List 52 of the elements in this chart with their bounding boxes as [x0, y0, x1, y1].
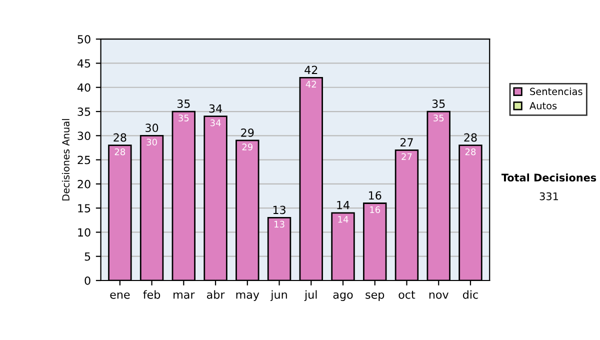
data-label: 16	[370, 206, 380, 214]
total-label: 28	[464, 133, 477, 142]
x-tick-label: abr	[206, 290, 225, 299]
x-tick-label: nov	[429, 292, 448, 299]
x-tick-label: ene	[110, 292, 130, 299]
total-label: 27	[400, 138, 413, 146]
total-label: 16	[369, 191, 382, 200]
y-tick-label: 50	[78, 35, 90, 44]
x-tick-label: feb	[143, 290, 160, 299]
y-tick-label: 30	[78, 132, 90, 140]
total-label: 13	[273, 206, 286, 214]
x-tick-label: sep	[366, 292, 384, 301]
y-tick-label: 0	[84, 276, 90, 285]
data-label: 28	[465, 148, 476, 156]
text: 331	[540, 192, 558, 200]
data-label: 35	[178, 114, 189, 122]
data-label: 42	[306, 80, 316, 88]
text: Total Decisiones	[501, 173, 596, 182]
total-label: 42	[304, 66, 318, 74]
x-tick-label: oct	[398, 290, 416, 299]
x-tick-label: may	[236, 292, 260, 301]
x-tick-label: jun	[270, 290, 287, 301]
data-label: 28	[114, 148, 126, 156]
x-tick-label: jul	[304, 290, 317, 301]
data-label: 35	[434, 114, 444, 122]
y-tick-label: 35	[78, 107, 90, 116]
total-label: 35	[177, 100, 190, 108]
total-label: 30	[146, 124, 158, 132]
y-axis-title: Decisiones Anual	[62, 119, 70, 200]
y-tick-label: 45	[77, 59, 90, 68]
data-label: 13	[274, 220, 284, 228]
y-tick-label: 40	[77, 83, 90, 92]
x-tick-label: dic	[462, 290, 478, 299]
data-label: 27	[402, 153, 412, 160]
total-label: 35	[432, 100, 445, 108]
y-tick-label: 20	[78, 180, 90, 188]
legend-label: Autos	[530, 102, 557, 110]
x-tick-label: ago	[333, 292, 353, 301]
data-label: 30	[146, 138, 157, 146]
total-label: 28	[114, 133, 126, 142]
y-tick-label: 15	[78, 204, 90, 212]
data-label: 14	[338, 216, 348, 223]
total-label: 34	[209, 104, 222, 113]
data-label: 29	[242, 144, 253, 150]
total-label: 29	[241, 128, 254, 137]
y-tick-label: 10	[78, 228, 90, 237]
y-tick-label: 5	[84, 252, 90, 261]
total-label: 14	[337, 201, 350, 210]
legend-label: Sentencias	[530, 88, 582, 96]
y-tick-label: 25	[78, 156, 90, 164]
data-label: 34	[210, 119, 221, 126]
x-tick-label: mar	[174, 292, 195, 299]
